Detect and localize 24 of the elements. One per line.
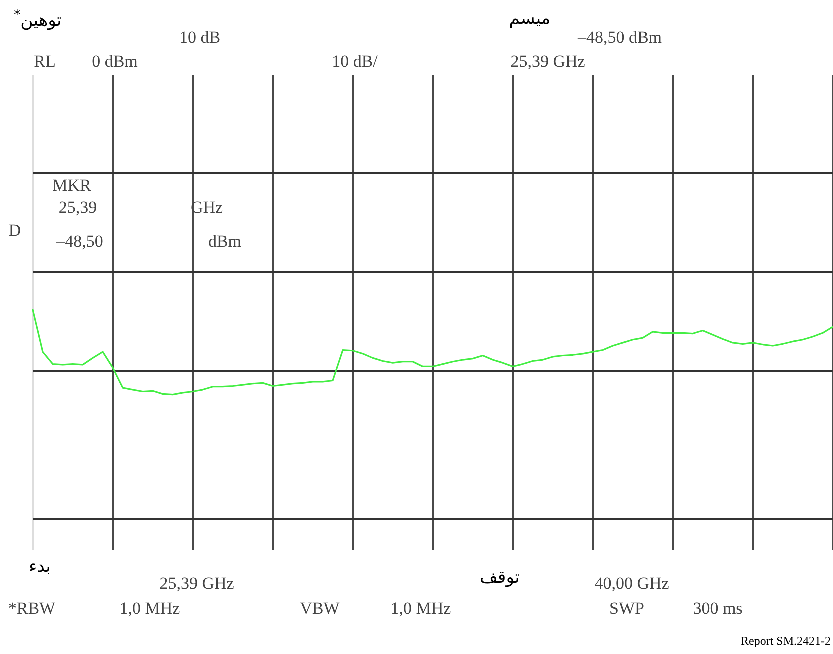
annotation: 10 dB — [179, 28, 221, 47]
annotation: 40,00 GHz — [594, 574, 670, 593]
annotation: RL — [34, 52, 56, 71]
annotation: *RBW — [8, 599, 56, 618]
annotation: 1,0 MHz — [120, 599, 180, 618]
annotation: 0 dBm — [92, 52, 138, 71]
annotation: MKR — [52, 176, 92, 195]
annotation: 25,39 GHz — [510, 52, 586, 71]
annotation: D — [8, 221, 22, 240]
annotation: توهين$^{*}$ — [14, 8, 62, 31]
annotation: 25,39 GHz — [160, 574, 234, 593]
annotation: 25,39 — [58, 198, 98, 217]
annotation: 10 dB/ — [332, 52, 378, 71]
annotation: –48,50 — [56, 232, 104, 251]
annotation: توقف — [480, 568, 520, 588]
annotation: –48,50 dBm — [578, 28, 662, 47]
annotation: VBW — [300, 599, 340, 618]
annotation: Report SM.2421-2 — [741, 634, 831, 648]
annotation: بدء — [29, 557, 51, 577]
annotation: 1,0 MHz — [390, 599, 452, 618]
annotation: 300 ms — [693, 599, 743, 618]
annotation: dBm — [208, 232, 242, 251]
annotation: SWP — [610, 599, 644, 618]
annotation: ميسم — [509, 9, 551, 29]
